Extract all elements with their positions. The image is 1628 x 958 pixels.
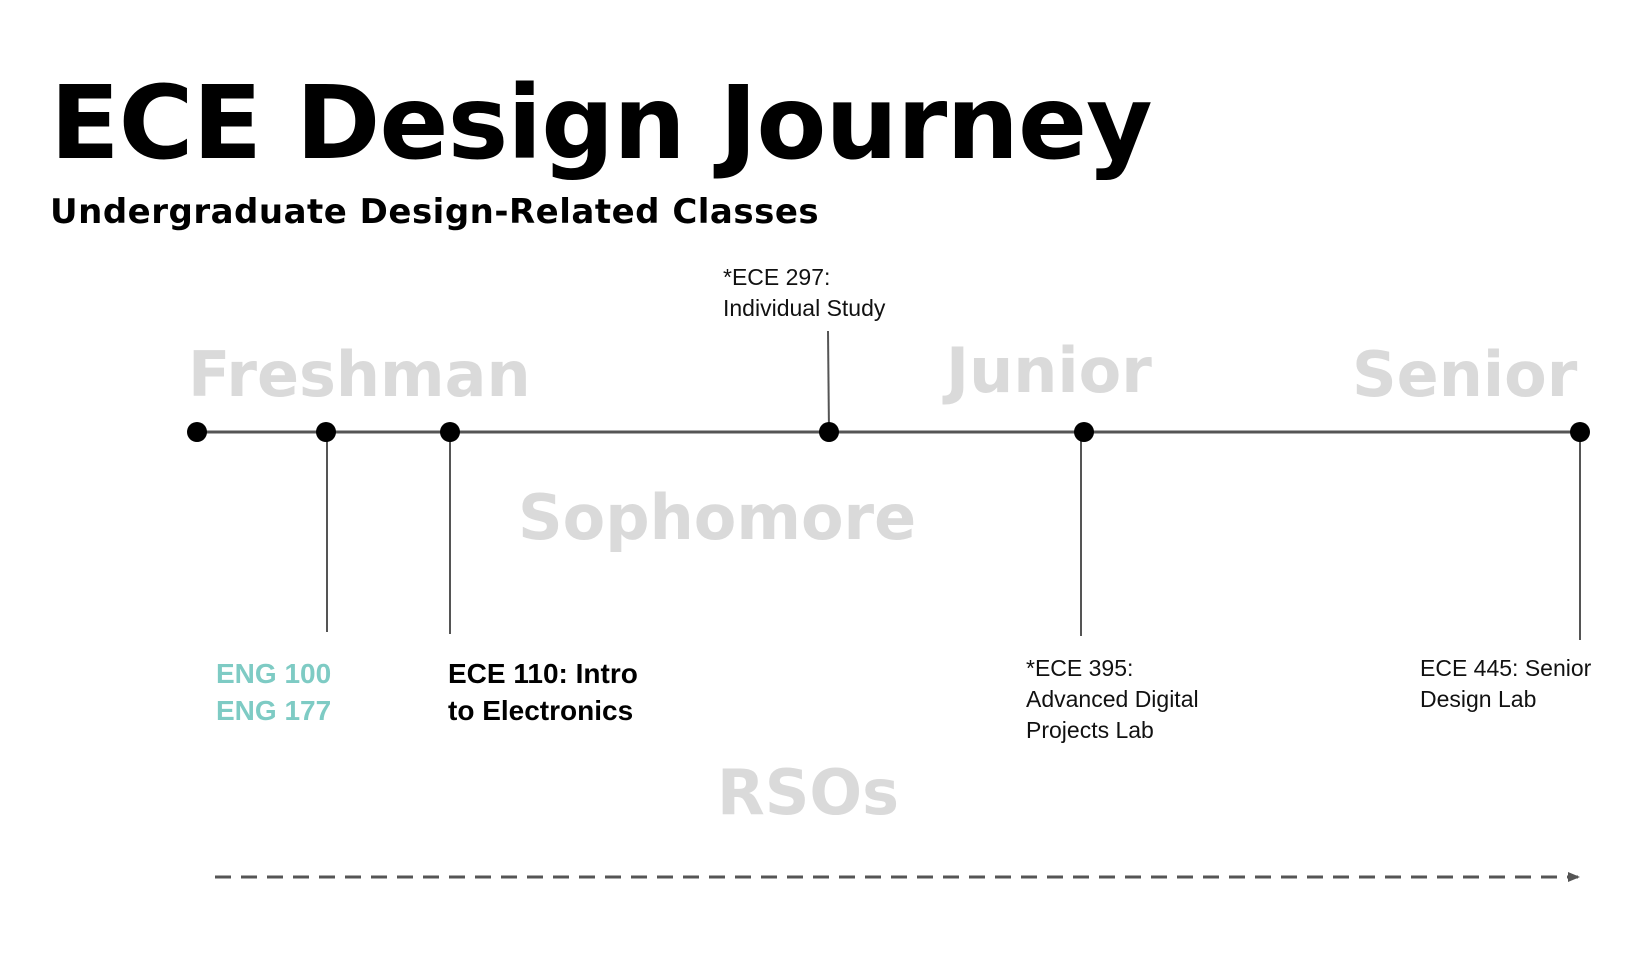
page-title: ECE Design Journey <box>50 64 1153 183</box>
rso-label: RSOs <box>717 756 900 829</box>
year-label-junior: Junior <box>946 334 1152 407</box>
timeline-node-ece395 <box>1074 422 1094 442</box>
timeline-node-ece445 <box>1570 422 1590 442</box>
timeline-node-start <box>187 422 207 442</box>
page-subtitle: Undergraduate Design-Related Classes <box>50 192 820 232</box>
course-eng177: ENG 177 <box>216 695 332 726</box>
course-ece445-line2: Design Lab <box>1420 686 1537 712</box>
timeline-node-ece110 <box>440 422 460 442</box>
timeline-node-ece297 <box>819 422 839 442</box>
course-label-ece395: *ECE 395: Advanced Digital Projects Lab <box>1026 653 1199 746</box>
course-label-ece110: ECE 110: Intro to Electronics <box>448 655 638 729</box>
year-label-freshman: Freshman <box>188 338 531 411</box>
connector-ece297 <box>827 330 830 433</box>
year-label-senior: Senior <box>1352 338 1578 411</box>
course-label-ece445: ECE 445: Senior Design Lab <box>1420 653 1591 715</box>
course-ece395-line3: Projects Lab <box>1026 717 1154 743</box>
course-label-ece297: *ECE 297: Individual Study <box>723 262 885 324</box>
course-ece110-line1: ECE 110: Intro <box>448 658 638 689</box>
course-ece395-line1: *ECE 395: <box>1026 655 1134 681</box>
course-ece297-line1: *ECE 297: <box>723 264 831 290</box>
course-ece395-line2: Advanced Digital <box>1026 686 1199 712</box>
course-eng100: ENG 100 <box>216 658 332 689</box>
course-ece445-line1: ECE 445: Senior <box>1420 655 1592 681</box>
course-ece110-line2: to Electronics <box>448 695 634 726</box>
timeline-node-eng <box>316 422 336 442</box>
year-label-sophomore: Sophomore <box>518 481 917 554</box>
course-ece297-line2: Individual Study <box>723 295 886 321</box>
course-label-eng: ENG 100 ENG 177 <box>216 655 331 729</box>
